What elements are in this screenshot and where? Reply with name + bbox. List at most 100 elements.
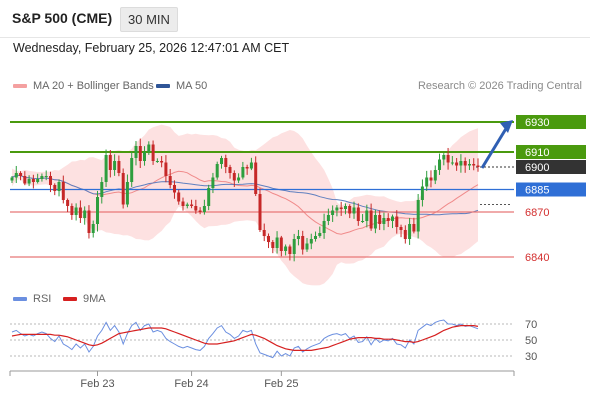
candle-body — [373, 215, 377, 229]
candle-body — [459, 161, 463, 166]
rsi-tick-50: 50 — [525, 335, 537, 347]
candle-body — [275, 237, 279, 248]
x-tick-label: Feb 24 — [174, 378, 208, 390]
chart-header: S&P 500 (CME) 30 MIN — [0, 0, 590, 38]
candle-body — [301, 236, 305, 250]
candle-body — [10, 177, 14, 181]
candle-body — [331, 210, 335, 215]
candle-body — [173, 185, 176, 193]
candle-body — [254, 162, 258, 194]
ma50-swatch — [156, 84, 170, 89]
candle-body — [476, 165, 480, 167]
candle-body — [113, 161, 117, 170]
candle-body — [245, 167, 249, 169]
moving-averages — [11, 170, 479, 235]
candle-body — [168, 176, 172, 185]
candle-body — [194, 206, 198, 211]
level-box-6910 — [516, 145, 586, 159]
candle-body — [57, 182, 61, 191]
interval-button[interactable]: 30 MIN — [120, 7, 178, 32]
forecast-arrow-shaft — [480, 126, 509, 169]
candle-body — [83, 210, 87, 218]
candle-body — [104, 155, 108, 182]
candle-body — [181, 201, 185, 206]
candle-body — [237, 177, 241, 181]
credit-text: Research © 2026 Trading Central — [417, 80, 582, 92]
candle-body — [344, 206, 347, 209]
x-tick-label: Feb 23 — [80, 378, 114, 390]
candle-body — [249, 162, 253, 169]
instrument-title: S&P 500 (CME) — [12, 10, 113, 26]
candle-body — [147, 144, 151, 152]
candle-body — [386, 218, 390, 221]
level-label-6900: 6900 — [525, 162, 549, 174]
candle-body — [361, 221, 365, 222]
x-tick-label: Feb 25 — [264, 378, 298, 390]
candle-body — [292, 239, 296, 254]
level-label-6870: 6870 — [525, 207, 549, 219]
ma50-label: MA 50 — [176, 80, 208, 92]
candle-body — [215, 164, 219, 178]
candle-body — [339, 207, 343, 209]
candle-body — [391, 216, 394, 221]
candle-body — [151, 144, 155, 161]
candle-body — [185, 204, 189, 206]
candle-body — [91, 224, 95, 233]
candle-body — [220, 158, 223, 164]
level-box-6930 — [516, 115, 586, 129]
candle-body — [202, 206, 206, 212]
ma20-label: MA 20 + Bollinger Bands — [33, 80, 154, 92]
candle-body — [14, 173, 18, 178]
candle-body — [356, 207, 360, 221]
rsi-tick-30: 30 — [525, 351, 537, 363]
candle-body — [241, 167, 245, 178]
legend-ma20: MA 20 + Bollinger Bands — [13, 80, 154, 92]
candle-body — [322, 221, 326, 233]
candle-body — [198, 210, 202, 212]
candle-body — [164, 162, 168, 176]
rsi-label: RSI — [33, 293, 52, 305]
rsi-ma-label: 9MA — [83, 293, 106, 305]
rsi-panel: 70 50 30 — [10, 319, 537, 363]
candle-body — [378, 215, 382, 224]
candle-body — [121, 173, 125, 205]
candle-body — [442, 155, 446, 160]
rsi-line — [11, 319, 479, 359]
candle-body — [36, 179, 40, 182]
candle-body — [190, 204, 194, 206]
candle-body — [463, 161, 467, 166]
candle-body — [232, 173, 236, 181]
candle-body — [352, 207, 356, 214]
bollinger-band-area — [12, 124, 478, 286]
candle-body — [438, 159, 441, 170]
candle-body — [472, 164, 476, 166]
level-lines — [10, 121, 514, 258]
level-label-6885: 6885 — [525, 185, 549, 197]
candle-body — [446, 155, 450, 163]
level-labels: 6930 6910 6900 6885 6870 6840 — [516, 115, 586, 264]
candle-body — [78, 207, 82, 218]
candle-body — [429, 177, 433, 181]
rsi-swatch — [13, 297, 27, 302]
candle-body — [117, 161, 121, 173]
candle-body — [296, 236, 300, 239]
candle-body — [155, 161, 159, 162]
level-box-6900 — [516, 160, 586, 174]
candle-body — [279, 237, 283, 251]
candle-body — [177, 192, 181, 202]
candle-body — [271, 242, 275, 248]
candle-body — [468, 164, 471, 166]
candlesticks — [10, 138, 480, 262]
candle-body — [125, 182, 129, 205]
ma20-swatch — [13, 84, 27, 89]
candle-body — [66, 200, 70, 206]
candle-body — [23, 176, 27, 184]
candle-body — [27, 179, 31, 184]
level-label-6910: 6910 — [525, 147, 549, 159]
candle-body — [318, 233, 322, 236]
candle-body — [130, 158, 134, 182]
candle-body — [455, 162, 459, 166]
x-axis: Feb 23 Feb 24 Feb 25 — [9, 370, 515, 390]
candle-body — [70, 206, 74, 215]
